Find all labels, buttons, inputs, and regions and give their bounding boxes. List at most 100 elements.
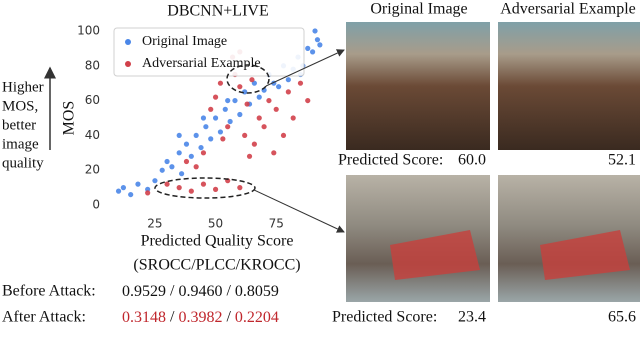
legend-marker bbox=[125, 39, 131, 45]
point bbox=[208, 106, 214, 112]
point bbox=[242, 132, 248, 139]
annotation-line: image bbox=[2, 136, 39, 152]
point bbox=[314, 37, 321, 43]
metric: 0.9529 bbox=[122, 283, 166, 300]
y-tick-label: 60 bbox=[85, 93, 100, 107]
point bbox=[256, 94, 262, 100]
point bbox=[273, 106, 279, 112]
point bbox=[145, 190, 151, 196]
point bbox=[164, 158, 170, 165]
y-tick-label: 80 bbox=[85, 58, 100, 72]
panel-header: Adversarial Example bbox=[500, 1, 636, 18]
point bbox=[193, 132, 199, 139]
point bbox=[135, 181, 141, 187]
point bbox=[212, 186, 219, 192]
point bbox=[152, 178, 158, 184]
point bbox=[251, 141, 257, 147]
x-tick-label: 75 bbox=[269, 217, 284, 231]
point bbox=[249, 77, 255, 83]
metrics-label: Before Attack: bbox=[2, 283, 96, 300]
legend-marker bbox=[125, 61, 131, 67]
score-value: 65.6 bbox=[608, 309, 636, 326]
point bbox=[164, 181, 170, 187]
point bbox=[290, 115, 296, 121]
point bbox=[200, 150, 207, 156]
plot: 0 20 40 60 80 100 25 50 75 Original Image Adversar… bbox=[77, 23, 345, 233]
point bbox=[120, 185, 127, 191]
point bbox=[200, 115, 207, 121]
point bbox=[208, 136, 214, 142]
point bbox=[176, 150, 182, 156]
x-tick-label: 25 bbox=[147, 217, 162, 231]
metrics-header: (SROCC/PLCC/KROCC) bbox=[133, 257, 300, 274]
point bbox=[237, 185, 243, 191]
panel-header: Original Image bbox=[370, 1, 467, 18]
legend-box bbox=[113, 27, 305, 77]
metric: 0.3982 bbox=[178, 309, 222, 326]
point bbox=[217, 80, 224, 86]
point bbox=[212, 115, 219, 121]
point bbox=[244, 101, 250, 107]
point bbox=[225, 124, 231, 130]
annotation-line: Higher bbox=[2, 79, 44, 95]
highlight bbox=[226, 64, 270, 94]
x-axis-label: Predicted Quality Score bbox=[141, 233, 294, 250]
point bbox=[317, 42, 323, 48]
original-image-1 bbox=[346, 22, 490, 150]
image-detail bbox=[540, 230, 630, 280]
arrow bbox=[265, 49, 345, 87]
point bbox=[203, 124, 209, 130]
score-label: Predicted Score: bbox=[332, 309, 437, 326]
point bbox=[297, 80, 304, 86]
point bbox=[198, 144, 204, 151]
chart-title: DBCNN+LIVE bbox=[167, 3, 268, 20]
point bbox=[227, 118, 233, 125]
image-detail bbox=[390, 230, 480, 280]
score-value: 52.1 bbox=[608, 152, 636, 169]
score-value: 60.0 bbox=[458, 152, 486, 169]
point bbox=[188, 153, 194, 159]
annotation-line: quality bbox=[2, 155, 44, 171]
metric: 0.2204 bbox=[235, 309, 279, 326]
point bbox=[276, 84, 282, 90]
metric: 0.9460 bbox=[178, 283, 222, 300]
metrics-values: 0.3148 / 0.3982 / 0.2204 bbox=[122, 309, 279, 326]
adversarial-image-1 bbox=[498, 22, 640, 150]
legend-label: Adversarial Example bbox=[142, 56, 261, 71]
y-tick-label: 40 bbox=[85, 128, 100, 142]
point bbox=[176, 185, 182, 191]
metrics-label: After Attack: bbox=[2, 309, 86, 326]
point bbox=[285, 77, 291, 83]
point bbox=[212, 94, 219, 100]
point bbox=[200, 181, 207, 187]
point bbox=[183, 158, 190, 165]
annotation: Higher MOS, better image quality bbox=[2, 79, 44, 171]
metrics-values: 0.9529 / 0.9460 / 0.8059 bbox=[122, 283, 279, 300]
point bbox=[193, 164, 199, 170]
point bbox=[312, 28, 318, 34]
point bbox=[128, 191, 134, 198]
x-tick-label: 50 bbox=[208, 217, 223, 231]
point bbox=[280, 132, 287, 139]
point bbox=[183, 141, 190, 147]
point bbox=[225, 97, 231, 104]
point bbox=[222, 106, 228, 112]
point bbox=[266, 97, 272, 104]
point bbox=[237, 84, 243, 90]
point bbox=[176, 132, 182, 139]
point bbox=[256, 115, 262, 121]
point bbox=[305, 97, 311, 104]
arrow bbox=[253, 189, 345, 233]
point bbox=[237, 111, 243, 118]
annotation-line: better bbox=[2, 117, 36, 133]
point bbox=[220, 136, 226, 142]
point bbox=[179, 171, 185, 177]
point bbox=[232, 97, 238, 104]
point bbox=[309, 49, 316, 55]
point bbox=[169, 164, 175, 170]
point bbox=[246, 153, 253, 159]
metric: 0.3148 bbox=[122, 309, 166, 326]
legend-label: Original Image bbox=[142, 34, 227, 49]
point bbox=[115, 188, 122, 194]
